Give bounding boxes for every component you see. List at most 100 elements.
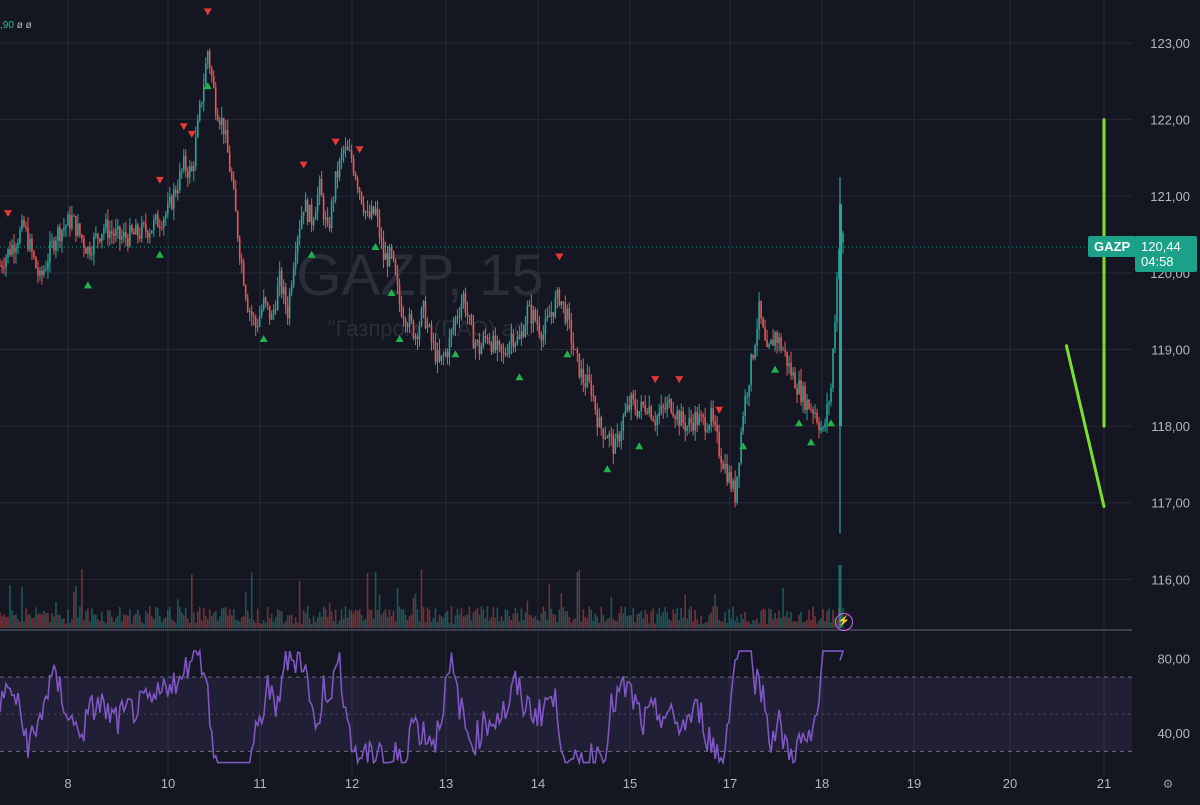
volume-bar [694,609,696,628]
volume-bar [794,621,796,628]
candle-body [111,231,113,234]
watermark-name: "Газпром" (ПАО) ао. [328,316,532,341]
volume-bar [596,616,599,628]
candle-body [69,214,71,229]
candle-body [258,315,261,326]
trendline[interactable] [1064,344,1106,509]
candle-body [228,152,231,172]
candle-body [117,226,119,230]
volume-bar [386,616,389,628]
candle-body [586,374,589,388]
volume-bar [502,620,505,628]
volume-bar [550,608,553,628]
volume-bar [412,597,415,628]
volume-bar [71,619,73,628]
candle-body [204,63,207,85]
sell-signal-marker [155,176,164,184]
volume-bar [73,591,75,628]
volume-bar [25,608,27,628]
volume-bar [796,621,798,628]
volume-bar [744,611,746,628]
volume-bar [534,616,537,628]
volume-bar [480,606,483,628]
volume-bar [53,616,55,628]
volume-bar [494,618,497,628]
volume-bar [418,621,421,628]
time-tick-label: 20 [1003,776,1017,791]
volume-bar [318,611,321,628]
volume-bar [246,611,249,628]
volume-bar [328,602,331,628]
volume-bar [286,615,289,628]
volume-bar [346,617,349,628]
candle-body [520,331,523,339]
candle-body [214,87,217,116]
candle-body [15,247,17,253]
candle-body [137,224,139,236]
volume-bar [422,607,425,628]
candle-body [25,225,27,228]
volume-bar [340,608,343,628]
volume-bar [145,611,147,628]
candle-body [47,262,49,269]
candle-body [268,305,271,320]
candle-body [222,117,225,135]
volume-bar [119,606,121,628]
candle-body [368,211,371,218]
candle-body [280,270,283,295]
candle-body [668,399,671,403]
volume-bar [294,616,297,628]
volume-bar [206,618,209,628]
volume-bar [716,606,718,628]
volume-bar [532,618,535,628]
volume-bar [566,610,569,628]
volume-bar [380,614,383,628]
candle-body [362,203,365,213]
gear-icon[interactable]: ⚙ [1162,777,1174,791]
volume-bar [244,592,247,628]
candle-body [192,165,195,171]
volume-bar [778,610,780,628]
volume-bar [528,614,531,628]
bar-countdown: 04:58 [1141,254,1174,269]
lightning-icon[interactable]: ⚡ [835,613,853,631]
candle-body [628,404,631,410]
volume-bar [490,617,493,628]
candle-body [194,137,197,166]
sell-signal-marker [355,146,364,154]
candle-body [360,192,363,204]
volume-bar [282,623,285,628]
candle-body [664,407,667,410]
candle-body [0,265,1,267]
volume-bar [182,614,185,628]
candle-body [786,351,788,367]
candle-body [165,213,167,219]
volume-bar [111,616,113,628]
volume-bar [270,613,273,628]
candle-body [632,394,635,400]
sell-signal-marker [203,8,212,16]
volume-bar [372,618,375,628]
volume-bar [55,601,57,628]
volume-bar [1,616,3,628]
volume-bar [774,612,776,628]
volume-bar [13,615,15,628]
volume-bar [320,616,323,628]
volume-bar [618,612,621,628]
volume-bar [562,607,565,628]
candle-body [416,336,419,340]
time-tick-label: 21 [1097,776,1111,791]
candle-body [212,75,215,88]
volume-bar [726,622,728,628]
candle-body [304,199,307,212]
candle-body [33,251,35,258]
volume-bar [396,587,399,628]
candle-body [524,324,527,337]
candle-body [839,203,842,427]
candle-body [796,388,798,395]
candle-body [123,232,125,237]
time-tick-label: 17 [723,776,737,791]
volume-bar [125,615,127,628]
